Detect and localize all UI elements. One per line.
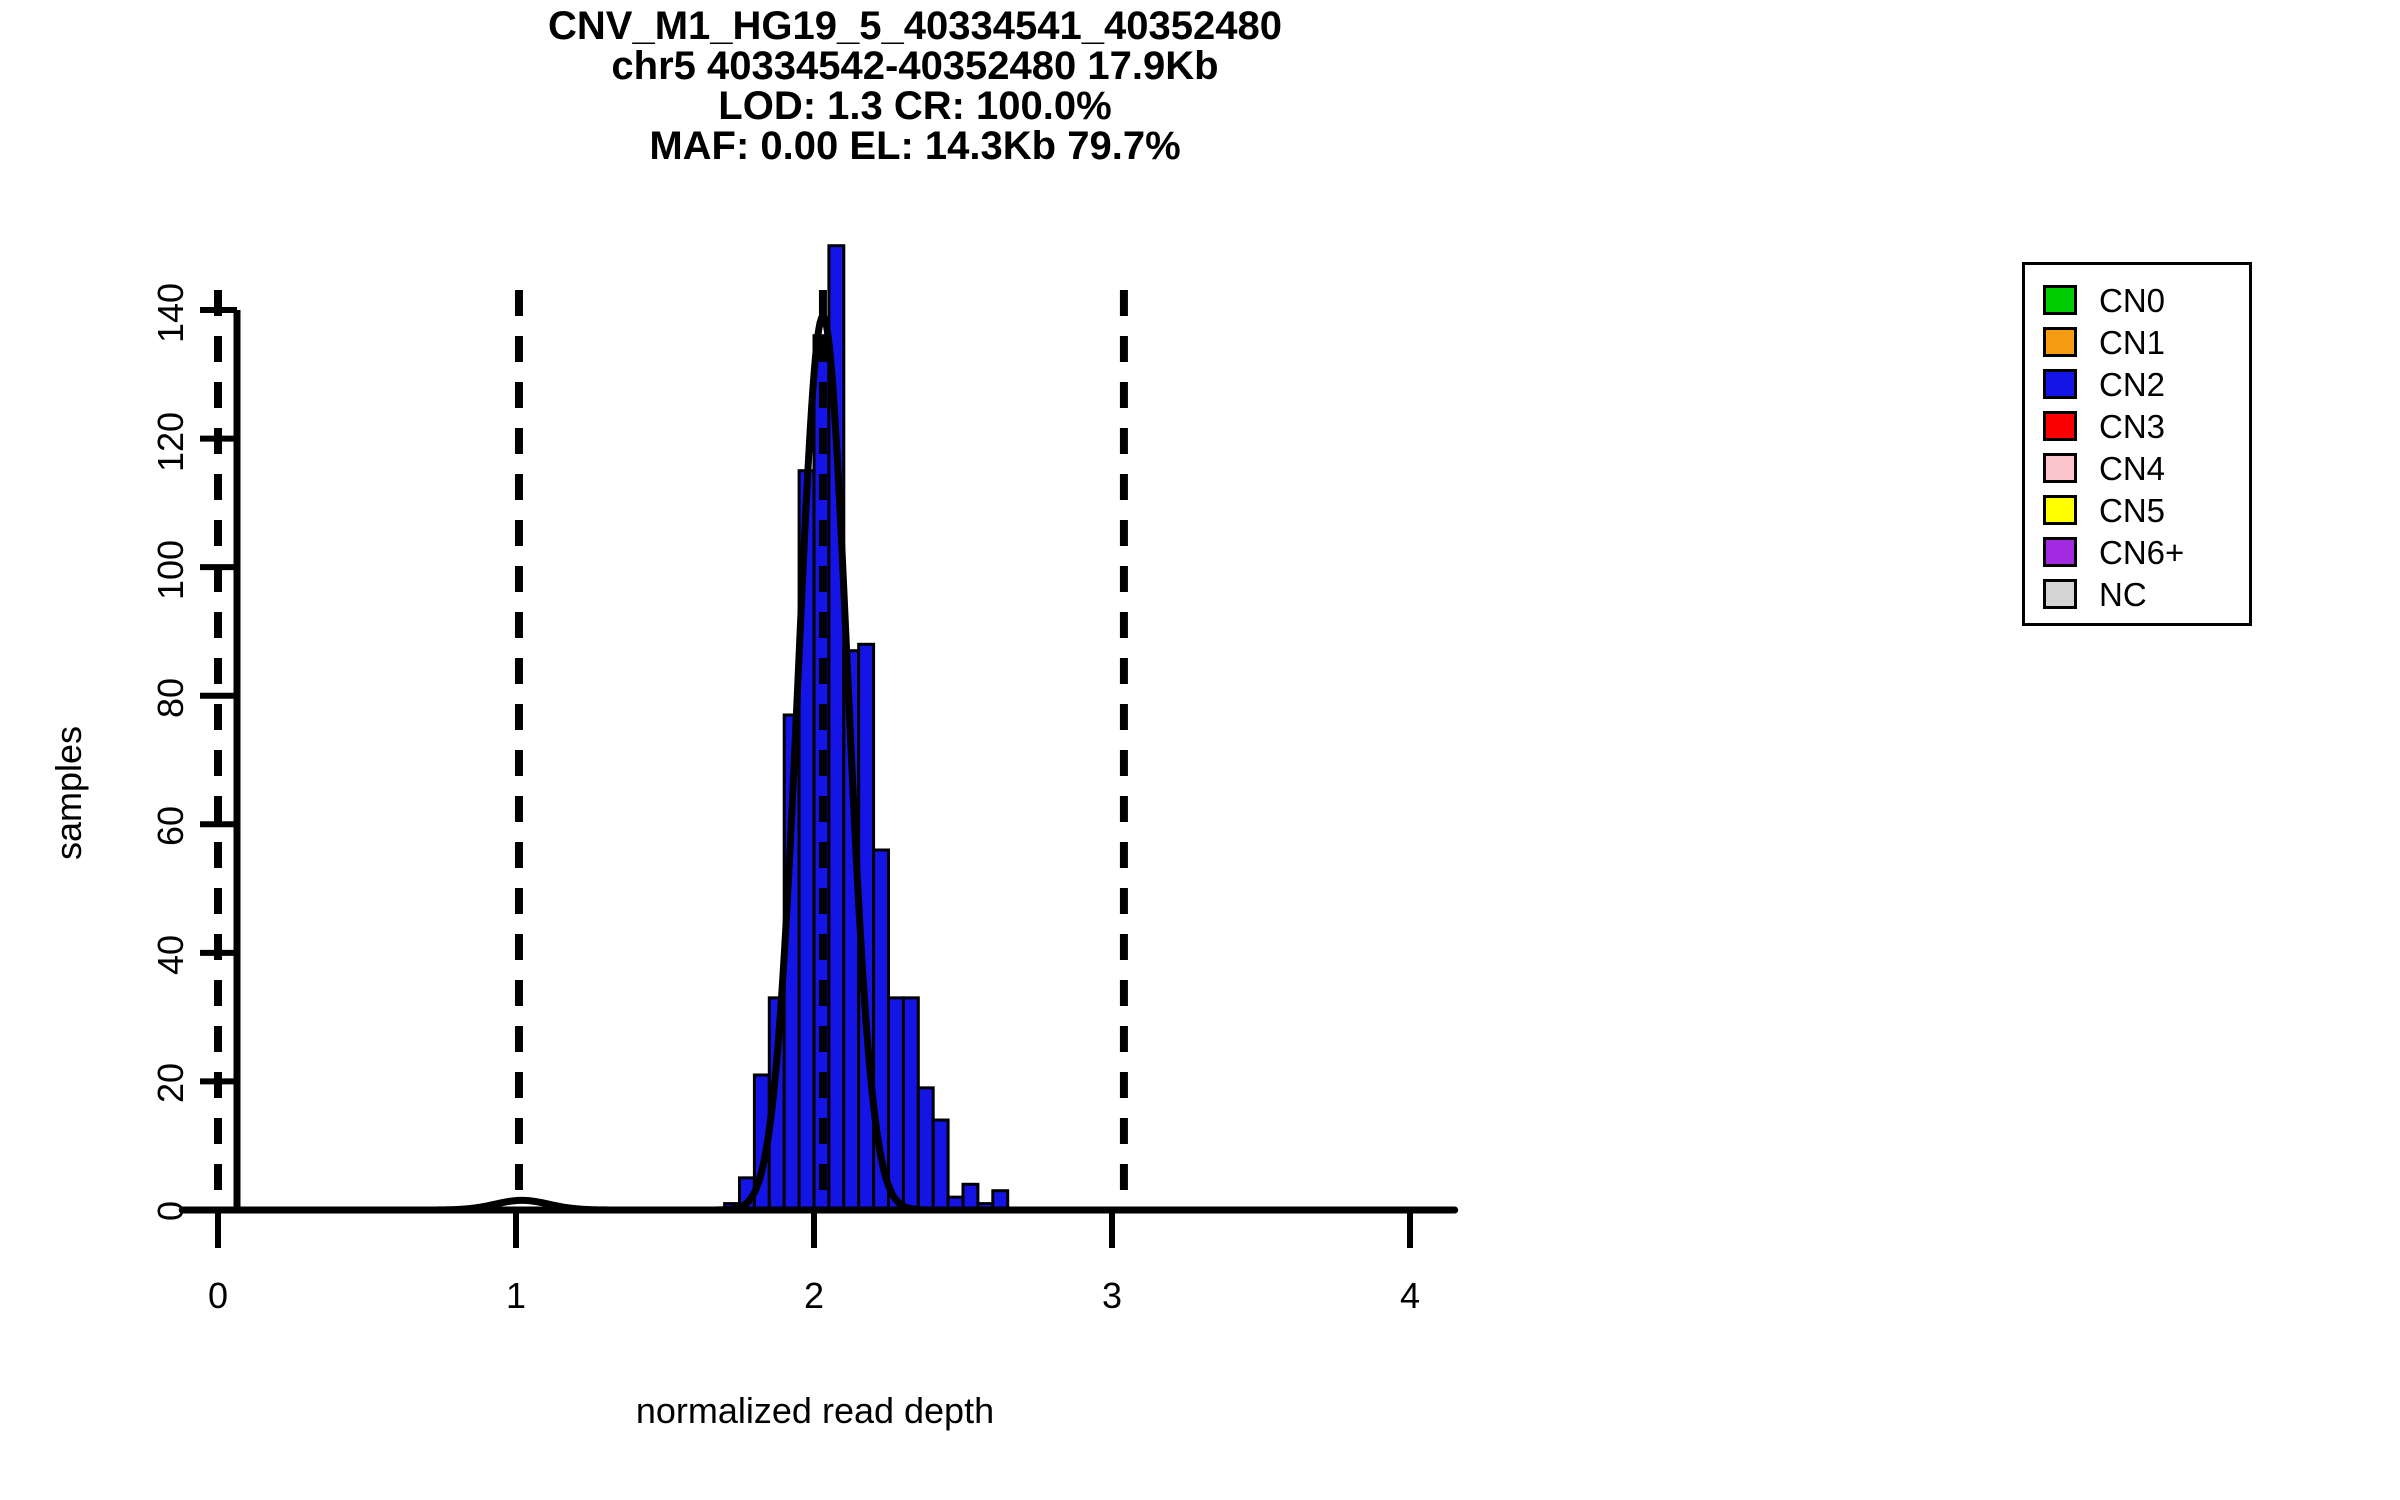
histogram-bar <box>916 1086 935 1212</box>
legend-item[interactable]: NC <box>2043 573 2249 615</box>
x-tick-label: 3 <box>1101 1275 1123 1316</box>
chart-title: CNV_M1_HG19_5_40334541_40352480 chr5 403… <box>0 6 1830 166</box>
legend-item[interactable]: CN5 <box>2043 489 2249 531</box>
y-tick-label: 0 <box>150 1200 191 1221</box>
axis-ticks <box>200 307 1413 1248</box>
reference-lines <box>214 290 1128 1210</box>
legend-item[interactable]: CN0 <box>2043 279 2249 321</box>
legend: CN0 CN1 CN2 CN3 CN4 CN5 CN6+ NC <box>2022 262 2252 626</box>
legend-swatch-icon <box>2043 327 2077 357</box>
legend-swatch-icon <box>2043 579 2077 609</box>
y-tick-label: 40 <box>150 934 191 975</box>
title-line-3: LOD: 1.3 CR: 100.0% <box>718 84 1112 128</box>
y-tick-label: 60 <box>150 806 191 847</box>
legend-swatch-icon <box>2043 453 2077 483</box>
histogram-bar <box>887 996 905 1212</box>
histogram-bar <box>931 1118 950 1212</box>
x-tick-label: 0 <box>207 1275 229 1316</box>
legend-swatch-icon <box>2043 285 2077 315</box>
legend-swatch-icon <box>2043 495 2077 525</box>
title-line-2: chr5 40334542-40352480 17.9Kb <box>611 44 1219 88</box>
x-tick-label: 1 <box>505 1275 527 1316</box>
legend-item-label: CN2 <box>2099 365 2166 403</box>
legend-item[interactable]: CN2 <box>2043 363 2249 405</box>
histogram-bar <box>961 1182 980 1212</box>
y-tick-label: 20 <box>150 1063 191 1104</box>
legend-item-label: CN1 <box>2099 323 2166 361</box>
legend-swatch-icon <box>2043 537 2077 567</box>
legend-item-label: CN5 <box>2099 491 2166 529</box>
y-tick-label: 140 <box>150 282 191 343</box>
legend-item-label: CN4 <box>2099 449 2166 487</box>
y-tick-label: 120 <box>150 411 191 472</box>
histogram-bar <box>901 996 920 1212</box>
legend-swatch-icon <box>2043 411 2077 441</box>
y-axis-label: samples <box>48 725 89 860</box>
x-axis-label: normalized read depth <box>635 1390 995 1431</box>
legend-item[interactable]: CN4 <box>2043 447 2249 489</box>
x-tick-label: 2 <box>803 1275 825 1316</box>
y-tick-label: 80 <box>150 677 191 718</box>
title-line-1: CNV_M1_HG19_5_40334541_40352480 <box>548 4 1282 48</box>
y-tick-label: 100 <box>150 540 191 601</box>
legend-item[interactable]: CN3 <box>2043 405 2249 447</box>
legend-item[interactable]: CN6+ <box>2043 531 2249 573</box>
x-tick-label: 4 <box>1399 1275 1421 1316</box>
legend-swatch-icon <box>2043 369 2077 399</box>
legend-item-label: CN6+ <box>2099 533 2185 571</box>
legend-item-label: NC <box>2099 575 2147 613</box>
legend-item-label: CN3 <box>2099 407 2166 445</box>
legend-item[interactable]: CN1 <box>2043 321 2249 363</box>
title-line-4: MAF: 0.00 EL: 14.3Kb 79.7% <box>649 124 1181 168</box>
legend-item-label: CN0 <box>2099 281 2166 319</box>
